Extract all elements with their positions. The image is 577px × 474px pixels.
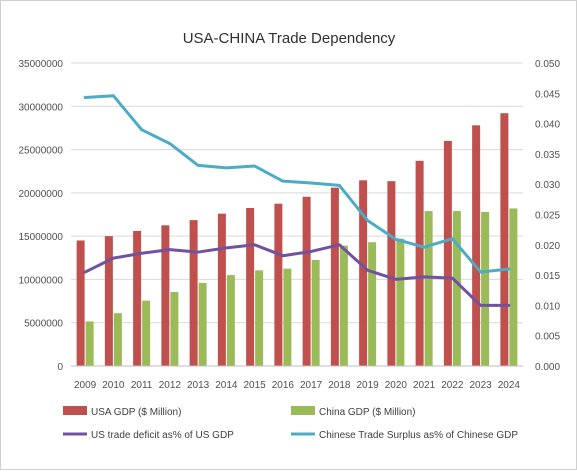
legend-label: China GDP ($ Million) (319, 407, 416, 418)
y-left-tick-label: 30000000 (19, 102, 64, 113)
china-gdp-bar (170, 291, 179, 366)
usa-gdp-bar (500, 113, 509, 366)
legend-item: China GDP ($ Million) (291, 406, 416, 418)
usa-gdp-bar (443, 140, 452, 366)
china-gdp-bar (452, 211, 461, 366)
usa-gdp-bar (104, 236, 113, 366)
x-axis: 2009 2010 2011 2012 2013 2014 2015 2016 2017 2018… (71, 365, 523, 391)
usa-gdp-bar (217, 213, 226, 366)
legend-item: Chinese Trade Surplus as% of Chinese GDP (291, 430, 518, 441)
legend-swatch (63, 406, 87, 415)
china-gdp-bar (339, 245, 348, 366)
us-trade-deficit-line (83, 243, 511, 307)
usa-gdp-bar (274, 203, 283, 366)
x-tick-label: 2011 (131, 380, 153, 391)
line-series (83, 94, 511, 307)
y-axis-left: 0 5000000 10000000 15000000 20000000 25000000… (19, 59, 64, 373)
china-gdp-bar (509, 208, 518, 366)
usa-gdp-bar (302, 196, 311, 366)
legend-swatch (291, 406, 315, 415)
x-tick-label: 2015 (244, 380, 267, 391)
usa-gdp-bar (415, 160, 424, 366)
usa-gdp-bar (76, 240, 85, 366)
usa-gdp-bar (161, 225, 170, 366)
usa-gdp-bar (330, 187, 339, 366)
y-right-tick-label: 0.035 (535, 150, 560, 161)
china-gdp-bar (424, 211, 433, 366)
usa-gdp-bar (189, 220, 198, 366)
legend-label: US trade deficit as% of US GDP (91, 430, 234, 441)
chart-title: USA-CHINA Trade Dependency (183, 30, 396, 47)
china-gdp-bar (85, 321, 94, 366)
y-left-tick-label: 5000000 (24, 319, 63, 330)
y-left-tick-label: 0 (57, 362, 63, 373)
china-gdp-bar (255, 270, 264, 366)
x-tick-label: 2017 (300, 380, 323, 391)
usa-gdp-bar (246, 208, 255, 366)
china-gdp-bar (198, 282, 207, 366)
x-tick-label: 2010 (102, 380, 125, 391)
bar-series (76, 113, 518, 367)
y-left-tick-label: 15000000 (19, 232, 64, 243)
x-tick-label: 2013 (187, 380, 210, 391)
china-gdp-bar (226, 275, 235, 366)
x-tick-label: 2014 (215, 380, 238, 391)
usa-gdp-bar (359, 180, 368, 366)
usa-gdp-bar (472, 125, 481, 367)
x-tick-label: 2012 (159, 380, 182, 391)
y-right-tick-label: 0.020 (535, 241, 560, 252)
x-tick-label: 2016 (272, 380, 295, 391)
x-tick-label: 2018 (328, 380, 351, 391)
legend: USA GDP ($ Million) China GDP ($ Million)… (63, 406, 518, 441)
y-right-tick-label: 0.010 (535, 301, 560, 312)
usa-gdp-bar (387, 181, 396, 366)
y-left-tick-label: 10000000 (19, 275, 64, 286)
y-right-tick-label: 0.040 (535, 120, 560, 131)
usa-gdp-bar (133, 230, 142, 366)
china-gdp-bar (142, 300, 151, 366)
y-right-tick-label: 0.050 (535, 59, 560, 70)
x-tick-label: 2023 (470, 380, 493, 391)
x-tick-label: 2020 (385, 380, 408, 391)
chinese-trade-surplus-line (83, 94, 511, 274)
china-gdp-bar (368, 242, 377, 366)
x-tick-label: 2019 (357, 380, 380, 391)
legend-item: US trade deficit as% of US GDP (63, 430, 234, 441)
x-tick-label: 2009 (74, 380, 97, 391)
y-left-tick-label: 35000000 (19, 59, 64, 70)
legend-item: USA GDP ($ Million) (63, 406, 181, 418)
y-right-tick-label: 0.025 (535, 211, 560, 222)
y-right-tick-label: 0.000 (535, 362, 560, 373)
x-tick-label: 2022 (441, 380, 464, 391)
x-tick-label: 2024 (498, 380, 521, 391)
china-gdp-bar (481, 211, 490, 366)
y-right-tick-label: 0.030 (535, 180, 560, 191)
china-gdp-bar (311, 259, 320, 366)
legend-label: USA GDP ($ Million) (91, 407, 181, 418)
y-right-tick-label: 0.015 (535, 271, 560, 282)
china-gdp-bar (396, 238, 405, 366)
y-left-tick-label: 25000000 (19, 146, 64, 157)
x-tick-label: 2021 (413, 380, 436, 391)
china-gdp-bar (283, 268, 292, 366)
y-right-tick-label: 0.005 (535, 332, 560, 343)
china-gdp-bar (113, 313, 122, 366)
legend-label: Chinese Trade Surplus as% of Chinese GDP (319, 430, 518, 441)
y-right-tick-label: 0.045 (535, 89, 560, 100)
y-left-tick-label: 20000000 (19, 189, 64, 200)
y-axis-right: 0.000 0.005 0.010 0.015 0.020 0.025 0.030 0.035… (535, 59, 560, 373)
